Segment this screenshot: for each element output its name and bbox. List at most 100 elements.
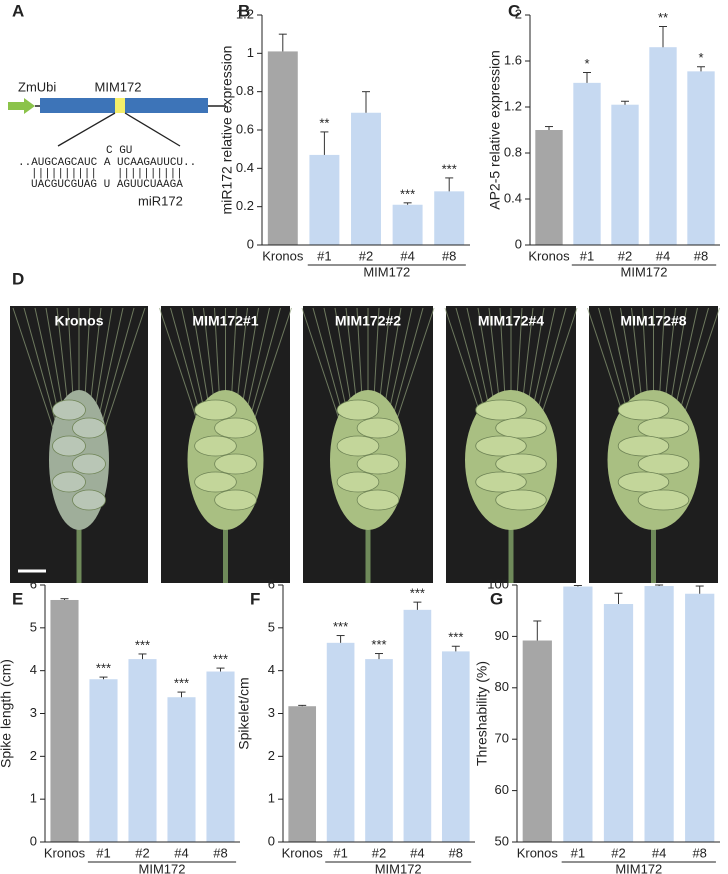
group-label: MIM172 (615, 861, 662, 874)
mirna-seq: UACGUCGUAG U AGUUCUAAGA (31, 179, 183, 191)
y-tick-label: 1 (30, 791, 37, 806)
spikelet (336, 471, 380, 493)
x-tick-label: #2 (372, 845, 386, 860)
photo-label: MIM172#1 (192, 313, 258, 329)
x-tick-label: #8 (449, 845, 463, 860)
panel-label: B (238, 1, 250, 20)
y-tick-label: 3 (30, 705, 37, 720)
y-tick-label: 60 (495, 782, 509, 797)
x-tick-label: #1 (333, 845, 347, 860)
x-tick-label: #1 (96, 845, 110, 860)
mimic-site (115, 98, 125, 113)
y-tick-label: 0 (515, 236, 522, 251)
y-tick-label: 0.8 (236, 83, 254, 98)
x-tick-label: #2 (618, 248, 632, 263)
zoom-line (57, 112, 116, 147)
bar (611, 104, 639, 245)
bar (128, 659, 157, 842)
y-tick-label: 90 (495, 628, 509, 643)
bar (326, 642, 355, 842)
spikelet (356, 417, 400, 439)
bar (167, 697, 196, 842)
bar (522, 640, 552, 842)
spikelet (336, 435, 380, 457)
y-tick-label: 0.2 (236, 198, 254, 213)
significance: *** (135, 637, 150, 652)
y-tick-label: 1.2 (504, 98, 522, 113)
spikelet (356, 489, 400, 511)
y-tick-label: 4 (30, 662, 37, 677)
x-tick-label: Kronos (44, 845, 86, 860)
significance: ** (658, 10, 668, 25)
promoter-label: ZmUbi (18, 79, 56, 94)
bar (603, 604, 634, 842)
photo-label: Kronos (55, 313, 104, 329)
spikelet (495, 489, 547, 511)
spikelet (617, 435, 670, 457)
bar (441, 651, 470, 842)
y-axis-label: miR172 relative expression (219, 46, 235, 215)
x-tick-label: #4 (410, 845, 424, 860)
y-tick-label: 3 (268, 705, 275, 720)
construct-label: MIM172 (95, 79, 142, 94)
significance: *** (400, 186, 415, 201)
spikelet (495, 453, 547, 475)
spikelet (475, 471, 527, 493)
bar (644, 586, 674, 842)
target-seq: ..AUGCAGCAUC A UCAAGAUUCU.. (18, 157, 196, 169)
y-tick-label: 0 (268, 833, 275, 848)
bulge-seq: C GU (106, 145, 132, 157)
bar (685, 593, 715, 842)
bar (89, 679, 118, 842)
y-tick-label: 70 (495, 731, 509, 746)
x-tick-label: #8 (694, 248, 708, 263)
y-tick-label: 6 (30, 576, 37, 591)
bar (392, 204, 423, 245)
construct-diagram: ZmUbi MIM172 C GU ..AUGCAGCAUC A UCAAGAU… (8, 79, 226, 208)
spikelet (72, 489, 106, 511)
photo-label: MIM172#8 (620, 313, 686, 329)
bar (535, 130, 563, 245)
x-tick-label: #8 (213, 845, 227, 860)
spikelet (214, 453, 257, 475)
x-tick-label: #2 (359, 248, 373, 263)
y-tick-label: 0 (247, 236, 254, 251)
y-tick-label: 1 (247, 45, 254, 60)
spikelet (495, 417, 547, 439)
spikelet (214, 489, 257, 511)
bar (50, 599, 79, 842)
group-label: MIM172 (375, 861, 422, 874)
y-tick-label: 4 (268, 662, 275, 677)
spikelet (336, 399, 380, 421)
bar (267, 51, 298, 245)
bar (687, 71, 715, 245)
spikelet (52, 471, 86, 493)
x-tick-label: #1 (571, 845, 585, 860)
significance: *** (371, 637, 386, 652)
y-tick-label: 100 (487, 576, 509, 591)
y-tick-label: 0.4 (236, 160, 254, 175)
y-tick-label: 0 (30, 833, 37, 848)
significance: *** (96, 661, 111, 676)
y-tick-label: 1.2 (236, 6, 254, 21)
y-tick-label: 5 (268, 619, 275, 634)
group-label: MIM172 (621, 264, 668, 279)
significance: * (584, 56, 589, 71)
y-tick-label: 5 (30, 619, 37, 634)
spikelet (52, 399, 86, 421)
spikelet (475, 399, 527, 421)
panel-label: C (508, 1, 520, 20)
significance: *** (174, 676, 189, 691)
bar (563, 586, 593, 842)
y-tick-label: 2 (268, 748, 275, 763)
bar (309, 154, 340, 245)
panel-label: D (12, 269, 24, 288)
x-tick-label: #8 (442, 248, 456, 263)
spikelet (194, 471, 237, 493)
bar (365, 659, 393, 842)
spikelet (194, 435, 237, 457)
x-tick-label: Kronos (262, 248, 304, 263)
y-tick-label: 2 (515, 6, 522, 21)
group-label: MIM172 (363, 264, 410, 279)
